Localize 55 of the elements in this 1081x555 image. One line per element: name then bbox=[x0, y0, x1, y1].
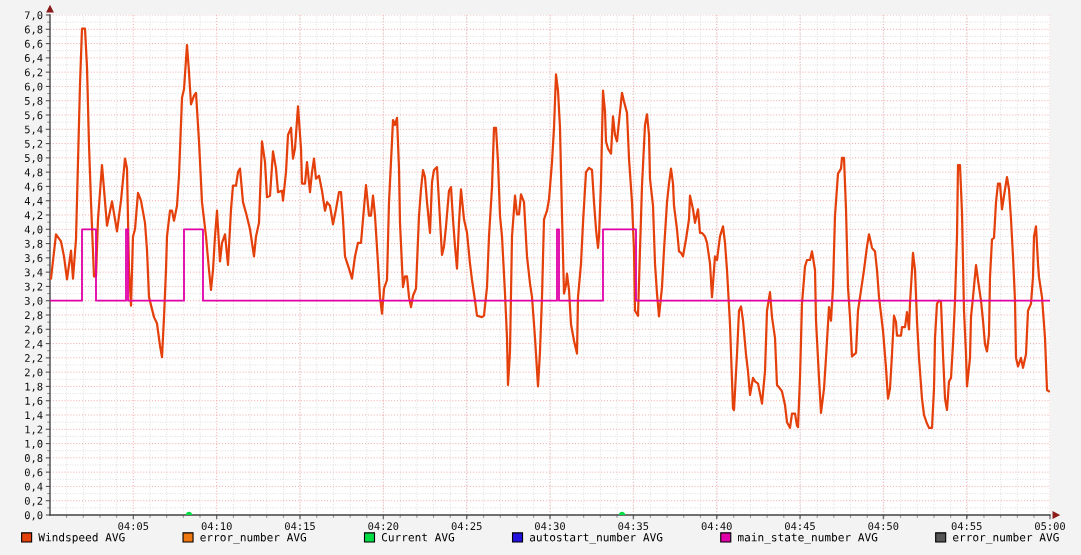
y-tick-label: 4,6 bbox=[24, 182, 43, 192]
y-tick-label: 1,0 bbox=[25, 439, 43, 450]
y-tick-label: 2,0 bbox=[25, 368, 43, 378]
y-tick-label: 3,6 bbox=[24, 254, 43, 264]
y-tick-label: 6,4 bbox=[24, 54, 43, 64]
y-tick-label: 4,0 bbox=[24, 225, 43, 235]
y-tick-label: 7,0 bbox=[24, 11, 43, 21]
x-tick-label: 04:05 bbox=[118, 522, 149, 531]
y-tick-label: 1,8 bbox=[25, 382, 43, 392]
x-tick-label: 04:30 bbox=[535, 522, 565, 531]
legend-label: Windspeed AVG bbox=[38, 532, 125, 544]
legend-label: error_number AVG bbox=[953, 532, 1059, 544]
y-tick-label: 3,0 bbox=[24, 296, 43, 307]
legend-label: error_number AVG bbox=[200, 532, 307, 544]
y-tick-label: 2,6 bbox=[25, 325, 43, 335]
y-tick-label: 5,2 bbox=[24, 139, 43, 150]
y-tick-label: 5,8 bbox=[24, 96, 43, 107]
y-tick-label: 0,2 bbox=[24, 496, 43, 507]
y-tick-label: 6,2 bbox=[24, 68, 43, 78]
y-tick-label: 5,4 bbox=[24, 125, 43, 135]
y-tick-label: 1,4 bbox=[25, 411, 43, 421]
x-tick-label: 04:10 bbox=[201, 522, 232, 531]
x-tick-label: 04:35 bbox=[618, 522, 649, 531]
y-tick-label: 0,4 bbox=[24, 482, 43, 492]
y-tick-label: 6,6 bbox=[24, 39, 43, 50]
x-tick-label: 04:55 bbox=[951, 522, 982, 531]
legend-label: autostart_number AVG bbox=[529, 532, 663, 544]
y-tick-label: 1,2 bbox=[25, 425, 43, 435]
y-tick-label: 6,0 bbox=[24, 82, 43, 92]
y-tick-label: 6,8 bbox=[24, 25, 43, 35]
y-tick-label: 5,0 bbox=[24, 154, 43, 164]
x-tick-label: 04:20 bbox=[368, 522, 399, 531]
legend-label: main_state_number AVG bbox=[738, 532, 878, 544]
y-tick-label: 2,2 bbox=[25, 354, 43, 364]
y-tick-label: 4,4 bbox=[24, 197, 43, 207]
x-tick-label: 05:00 bbox=[1035, 522, 1065, 531]
x-tick-label: 04:15 bbox=[285, 522, 315, 531]
y-tick-label: 2,4 bbox=[25, 339, 43, 350]
y-tick-label: 0,0 bbox=[24, 511, 43, 521]
y-tick-label: 3,2 bbox=[24, 282, 43, 292]
y-tick-label: 3,4 bbox=[24, 268, 43, 278]
x-tick-label: 04:25 bbox=[451, 522, 482, 531]
y-tick-label: 2,8 bbox=[25, 311, 43, 321]
y-tick-label: 4,8 bbox=[24, 168, 43, 178]
y-tick-label: 1,6 bbox=[25, 396, 43, 407]
y-tick-label: 0,8 bbox=[24, 454, 43, 464]
y-tick-label: 4,2 bbox=[24, 211, 43, 221]
x-tick-label: 04:45 bbox=[785, 522, 815, 531]
y-tick-label: 3,8 bbox=[24, 239, 43, 250]
y-tick-label: 5,6 bbox=[24, 111, 43, 121]
legend-label: Current AVG bbox=[381, 533, 455, 542]
line-series bbox=[50, 27, 1050, 429]
x-tick-label: 04:50 bbox=[868, 522, 899, 531]
y-tick-label: 0,6 bbox=[24, 468, 43, 478]
x-tick-label: 04:40 bbox=[701, 522, 732, 531]
